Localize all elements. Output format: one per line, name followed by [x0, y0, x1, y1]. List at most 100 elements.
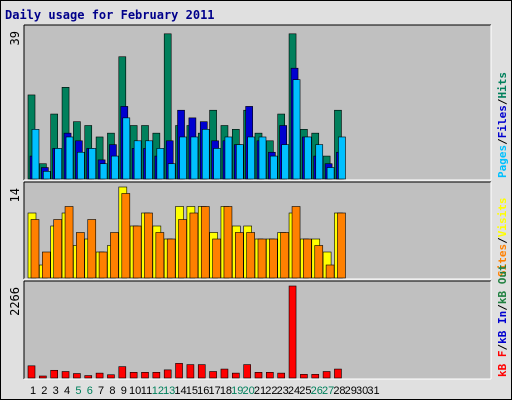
bar-sites: [133, 226, 142, 278]
bar-sites-edge: [291, 206, 301, 279]
bar-kbf-edge: [152, 372, 161, 379]
day-label: 8: [109, 385, 115, 397]
bar-kbf-edge: [107, 374, 115, 379]
bar-kbf-edge: [61, 371, 70, 379]
bar-pages-edge: [292, 79, 301, 180]
bar-sites-edge: [212, 238, 221, 279]
bar-sites-edge: [269, 238, 278, 279]
bar-kbf: [300, 374, 308, 378]
bar-kbf-edge: [73, 373, 81, 379]
bar-sites-edge: [325, 264, 335, 279]
bar-kbf: [175, 363, 183, 378]
bar-pages-edge: [270, 155, 278, 180]
bar-sites: [31, 219, 39, 278]
bar-sites-edge: [314, 245, 324, 279]
day-label: 22: [265, 385, 277, 397]
bar-pages: [168, 163, 176, 179]
bar-pages: [304, 136, 312, 179]
day-label: 20: [243, 385, 255, 397]
day-label: 11: [141, 385, 152, 397]
bar-sites-edge: [235, 232, 244, 279]
bar-sites-edge: [132, 225, 142, 279]
bar-kbf: [243, 364, 251, 378]
bar-sites: [280, 232, 289, 278]
bar-pages-edge: [145, 140, 153, 180]
bar-sites-edge: [200, 206, 210, 279]
day-label: 19: [231, 385, 243, 397]
bar-kbf: [152, 372, 160, 378]
bar-pages: [77, 152, 85, 179]
bar-kbf: [220, 369, 228, 378]
bar-sites-edge: [87, 219, 97, 279]
bar-pages: [88, 148, 96, 179]
bar-pages: [213, 148, 221, 179]
bar-kbf: [50, 370, 58, 378]
bar-sites: [314, 245, 323, 278]
bar-pages: [134, 140, 142, 179]
bar-pages-edge: [224, 136, 233, 180]
bar-pages: [270, 156, 278, 179]
legend-item: /: [496, 237, 509, 244]
chart-title: Daily usage for February 2011: [5, 8, 215, 22]
bar-kbf: [311, 374, 319, 378]
bar-kbf-edge: [254, 372, 263, 379]
bar-pages-edge: [247, 136, 255, 180]
day-label: 30: [356, 385, 368, 397]
bar-kbf: [334, 369, 342, 378]
legend-item: /: [496, 138, 509, 145]
bar-kbf-edge: [334, 368, 342, 379]
day-label: 31: [367, 385, 379, 397]
bar-pages-edge: [213, 148, 221, 180]
bar-kbf: [323, 371, 331, 378]
bar-sites: [269, 239, 278, 278]
day-label: 3: [53, 385, 59, 397]
bar-sites: [326, 265, 335, 278]
bar-hits: [50, 114, 58, 179]
bar-sites: [121, 193, 130, 278]
bar-pages-edge: [167, 163, 176, 180]
bar-kbf: [198, 364, 206, 378]
bar-pages-edge: [111, 155, 119, 180]
bar-pages-edge: [99, 163, 108, 180]
day-label: 14: [174, 385, 186, 397]
bar-sites-edge: [246, 232, 255, 279]
day-label: 29: [345, 385, 357, 397]
legend-item: /: [496, 304, 509, 311]
bar-sites-edge: [257, 238, 267, 279]
legend-item: Visits: [496, 198, 509, 238]
legend: Pages/Files/Hits: [496, 72, 509, 178]
bar-kbf-edge: [118, 366, 127, 379]
bar-kbf: [130, 372, 138, 378]
bar-sites-edge: [98, 251, 108, 279]
panel-background: [24, 281, 491, 379]
bar-kbf-edge: [175, 363, 183, 379]
day-label: 24: [288, 385, 300, 397]
bar-pages: [32, 129, 39, 179]
bar-kbf: [96, 373, 104, 378]
bar-kbf-edge: [288, 285, 297, 379]
bar-pages-edge: [156, 148, 165, 180]
bar-kbf: [266, 372, 274, 378]
bar-sites-edge: [76, 232, 85, 279]
bar-pages: [66, 136, 74, 179]
bar-sites: [65, 206, 74, 278]
day-label: 28: [333, 385, 345, 397]
day-label: 18: [220, 385, 232, 397]
bar-pages: [236, 144, 244, 179]
day-label: 13: [163, 385, 175, 397]
bar-kbf-edge: [311, 374, 320, 379]
bar-kbf-edge: [95, 372, 104, 379]
bar-kbf-edge: [300, 374, 308, 379]
bar-kbf: [186, 364, 194, 378]
bar-kbf-edge: [84, 375, 93, 379]
bar-pages: [247, 136, 255, 179]
bar-pages: [202, 129, 210, 179]
bar-sites: [99, 252, 108, 278]
bar-pages: [281, 144, 289, 179]
bar-sites: [303, 239, 312, 278]
bar-pages: [111, 156, 119, 179]
bar-pages-edge: [43, 171, 51, 180]
bar-kbf: [209, 371, 217, 378]
day-label: 10: [129, 385, 141, 397]
bar-pages-edge: [258, 136, 267, 180]
